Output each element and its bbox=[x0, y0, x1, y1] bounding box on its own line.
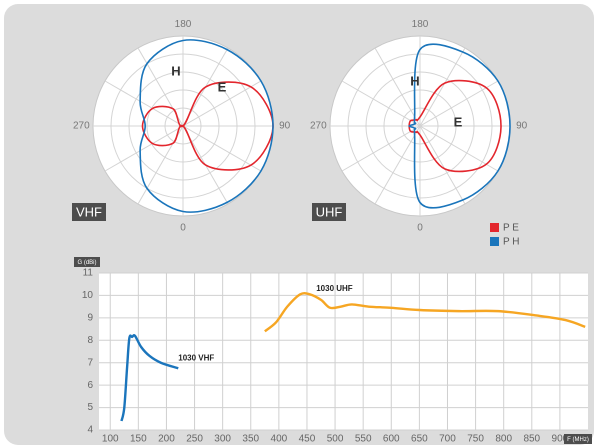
pattern-curve bbox=[141, 81, 274, 171]
angle-label: 180 bbox=[175, 19, 192, 30]
x-tick-label: 400 bbox=[271, 434, 288, 445]
band-box bbox=[312, 203, 346, 221]
y-tick-label: 11 bbox=[83, 268, 94, 279]
angle-label: 270 bbox=[310, 121, 327, 132]
band-label: UHF bbox=[316, 204, 343, 219]
band-box bbox=[72, 203, 106, 221]
x-tick-label: 850 bbox=[523, 434, 540, 445]
angle-label: 0 bbox=[180, 222, 186, 233]
axis-box bbox=[74, 257, 100, 267]
angle-label: 180 bbox=[412, 19, 429, 30]
y-tick-label: 6 bbox=[87, 380, 93, 391]
curve-label: H bbox=[171, 63, 180, 78]
polar-spoke bbox=[374, 47, 466, 205]
x-tick-label: 250 bbox=[186, 434, 203, 445]
angle-label: 90 bbox=[279, 121, 291, 132]
y-tick-label: 9 bbox=[87, 312, 93, 323]
x-tick-label: 450 bbox=[299, 434, 316, 445]
series-label: 1030 VHF bbox=[178, 353, 214, 362]
legend-swatch bbox=[490, 223, 499, 232]
y-tick-label: 10 bbox=[82, 290, 94, 301]
x-tick-label: 300 bbox=[214, 434, 231, 445]
x-tick-label: 350 bbox=[242, 434, 259, 445]
pattern-curve bbox=[408, 79, 502, 173]
curve-label: H bbox=[410, 73, 419, 88]
x-tick-label: 100 bbox=[102, 434, 119, 445]
y-tick-label: 5 bbox=[87, 402, 93, 413]
x-tick-label: 750 bbox=[467, 434, 484, 445]
x-tick-label: 500 bbox=[327, 434, 344, 445]
y-tick-label: 7 bbox=[87, 357, 93, 368]
curve-label: E bbox=[454, 114, 463, 129]
angle-label: 90 bbox=[516, 121, 528, 132]
angle-label: 0 bbox=[417, 222, 423, 233]
x-tick-label: 200 bbox=[158, 434, 175, 445]
y-tick-label: 4 bbox=[87, 425, 93, 436]
axis-box bbox=[564, 434, 592, 444]
x-axis-label: F (MHz) bbox=[567, 437, 589, 443]
x-tick-label: 600 bbox=[383, 434, 400, 445]
y-tick-label: 8 bbox=[87, 335, 93, 346]
band-label: VHF bbox=[76, 204, 102, 219]
legend-swatch bbox=[490, 237, 499, 246]
series-label: 1030 UHF bbox=[316, 284, 353, 293]
x-tick-label: 900 bbox=[552, 434, 569, 445]
plot-bg bbox=[99, 273, 588, 430]
angle-label: 270 bbox=[73, 121, 90, 132]
data-line bbox=[264, 291, 586, 333]
x-tick-label: 550 bbox=[355, 434, 372, 445]
x-tick-label: 150 bbox=[130, 434, 147, 445]
x-tick-label: 700 bbox=[439, 434, 456, 445]
x-tick-label: 650 bbox=[411, 434, 428, 445]
pattern-curve bbox=[408, 43, 511, 209]
x-tick-label: 800 bbox=[495, 434, 512, 445]
pattern-curve bbox=[139, 39, 274, 213]
y-axis-label: G (dBi) bbox=[77, 260, 96, 266]
curve-label: E bbox=[218, 79, 227, 94]
legend-label: P H bbox=[503, 237, 520, 248]
data-line bbox=[120, 334, 179, 422]
legend-label: P E bbox=[503, 223, 519, 234]
